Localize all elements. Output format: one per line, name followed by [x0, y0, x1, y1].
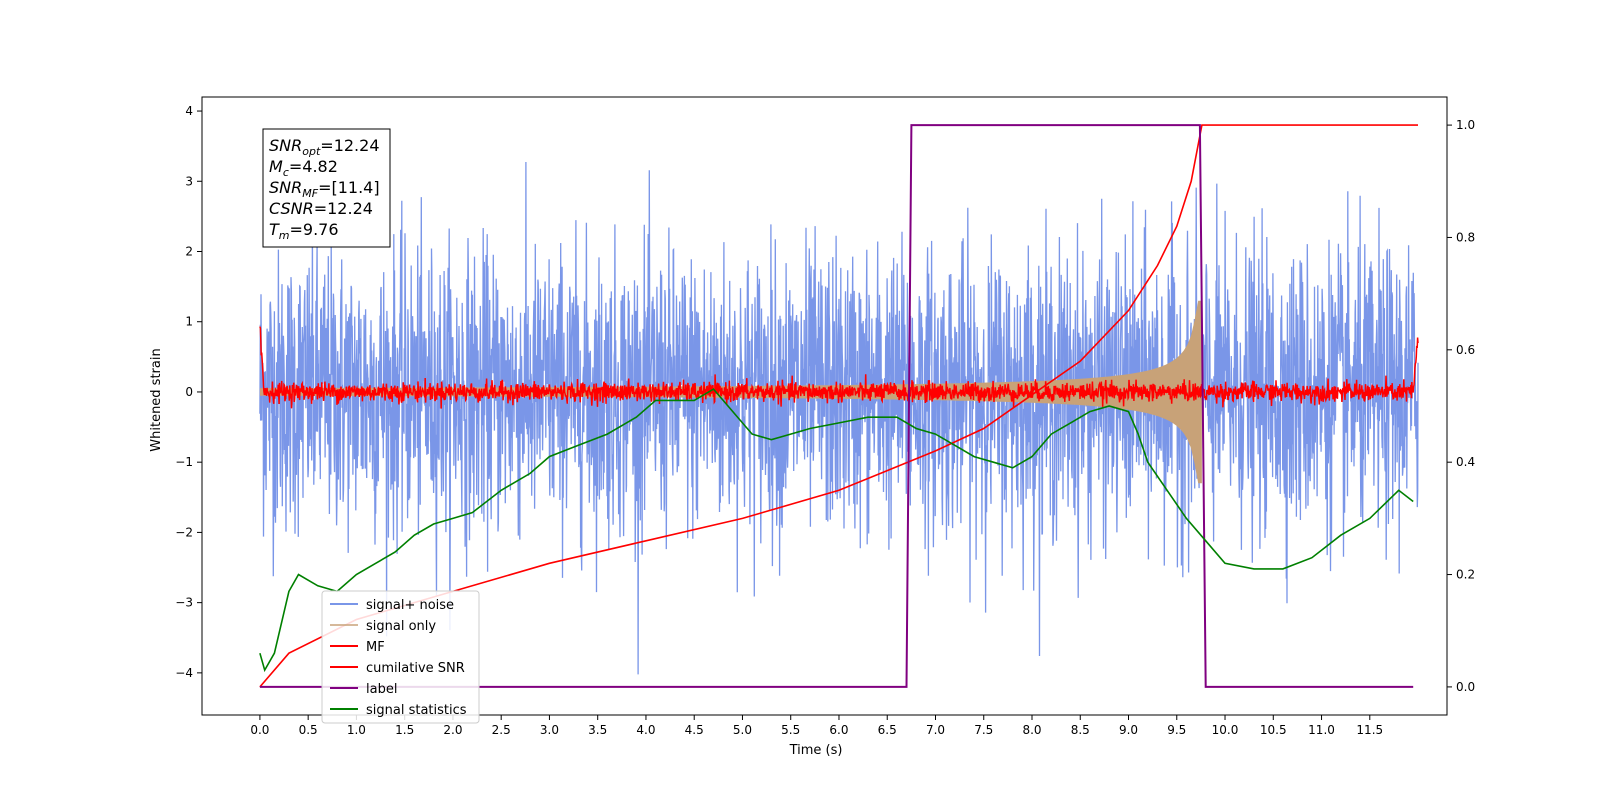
- x-tick-label: 10.5: [1260, 723, 1287, 737]
- y-left-tick-label: −4: [175, 666, 193, 680]
- x-tick-label: 10.0: [1212, 723, 1239, 737]
- annotation-symbol: M: [269, 157, 283, 176]
- y-right-tick-label: 0.8: [1456, 230, 1475, 244]
- annotation-subscript: opt: [302, 145, 321, 158]
- annotation-symbol: CSNR: [269, 199, 314, 218]
- x-tick-label: 4.0: [636, 723, 655, 737]
- annotation-value: =12.24: [314, 199, 373, 218]
- y-left-tick-label: −2: [175, 525, 193, 539]
- annotation-value: =[11.4]: [318, 178, 380, 197]
- x-axis-title: Time (s): [789, 743, 843, 758]
- y-right-tick-label: 0.4: [1456, 455, 1475, 469]
- annotation-value: =4.82: [289, 157, 338, 176]
- annotation-line: Mc=4.82: [269, 157, 338, 179]
- x-tick-label: 5.5: [781, 723, 800, 737]
- x-tick-label: 1.0: [347, 723, 366, 737]
- x-tick-label: 6.0: [829, 723, 848, 737]
- x-tick-label: 7.0: [926, 723, 945, 737]
- y-right-tick-label: 0.6: [1456, 343, 1475, 357]
- legend-label: MF: [366, 640, 385, 655]
- series-label: [259, 124, 1414, 688]
- legend-label: signal statistics: [366, 703, 467, 718]
- y-left-tick-label: 2: [185, 245, 193, 259]
- legend-label: signal+ noise: [366, 598, 454, 613]
- y-left-tick-label: 3: [185, 174, 193, 188]
- legend-label: signal only: [366, 619, 436, 634]
- y-left-tick-label: −1: [175, 455, 193, 469]
- x-tick-label: 7.5: [974, 723, 993, 737]
- annotation-symbol: SNR: [269, 136, 302, 155]
- annotation-frame: [262, 128, 391, 248]
- y-left-tick-label: 0: [185, 385, 193, 399]
- legend: signal+ noise signal only MF cumilative SNR…: [321, 590, 480, 724]
- y-left-tick-label: −3: [175, 596, 193, 610]
- annotation-line: SNRMF=[11.4]: [269, 178, 380, 200]
- x-tick-label: 3.0: [540, 723, 559, 737]
- series-mf: [259, 326, 1419, 409]
- plot-frame: [201, 96, 1448, 716]
- x-tick-label: 9.5: [1167, 723, 1186, 737]
- annotation-subscript: MF: [302, 187, 318, 200]
- x-tick-label: 6.5: [878, 723, 897, 737]
- annotation-symbol: T: [269, 220, 280, 239]
- annotation-subscript: m: [279, 229, 290, 242]
- annotation-symbol: SNR: [269, 178, 302, 197]
- x-tick-label: 2.0: [443, 723, 462, 737]
- legend-box: [321, 590, 480, 724]
- annotation-box: SNRopt=12.24Mc=4.82SNRMF=[11.4]CSNR=12.2…: [262, 128, 391, 248]
- x-tick-label: 0.0: [250, 723, 269, 737]
- x-tick-label: 11.0: [1308, 723, 1335, 737]
- x-tick-label: 11.5: [1356, 723, 1383, 737]
- y-axis-title: Whitened strain: [149, 348, 164, 451]
- x-tick-label: 8.0: [1022, 723, 1041, 737]
- series-signal-noise: [259, 161, 1419, 675]
- annotation-line: Tm=9.76: [269, 220, 339, 242]
- y-right-tick-label: 0.0: [1456, 680, 1475, 694]
- annotation-value: =9.76: [290, 220, 339, 239]
- x-tick-label: 2.5: [492, 723, 511, 737]
- axes: 0.0 0.5 1.0 1.5 2.0 2.5 3.0 3.5 4.0 4.5 5.0 5.5 6.0 6…: [175, 96, 1475, 737]
- x-tick-label: 8.5: [1071, 723, 1090, 737]
- x-tick-label: 4.5: [685, 723, 704, 737]
- y-left-tick-label: 1: [185, 315, 193, 329]
- x-tick-label: 5.0: [733, 723, 752, 737]
- annotation-line: SNRopt=12.24: [269, 136, 380, 158]
- legend-label: label: [366, 682, 397, 697]
- annotation-subscript: c: [283, 166, 289, 179]
- x-tick-label: 9.0: [1119, 723, 1138, 737]
- x-tick-label: 1.5: [395, 723, 414, 737]
- legend-label: cumilative SNR: [366, 661, 465, 676]
- y-right-tick-label: 0.2: [1456, 568, 1475, 582]
- series-signal-statistics: [259, 388, 1414, 673]
- y-left-tick-label: 4: [185, 104, 193, 118]
- x-tick-label: 3.5: [588, 723, 607, 737]
- annotation-value: =12.24: [320, 136, 379, 155]
- y-right-tick-label: 1.0: [1456, 118, 1475, 132]
- x-tick-label: 0.5: [299, 723, 318, 737]
- annotation-line: CSNR=12.24: [269, 199, 373, 218]
